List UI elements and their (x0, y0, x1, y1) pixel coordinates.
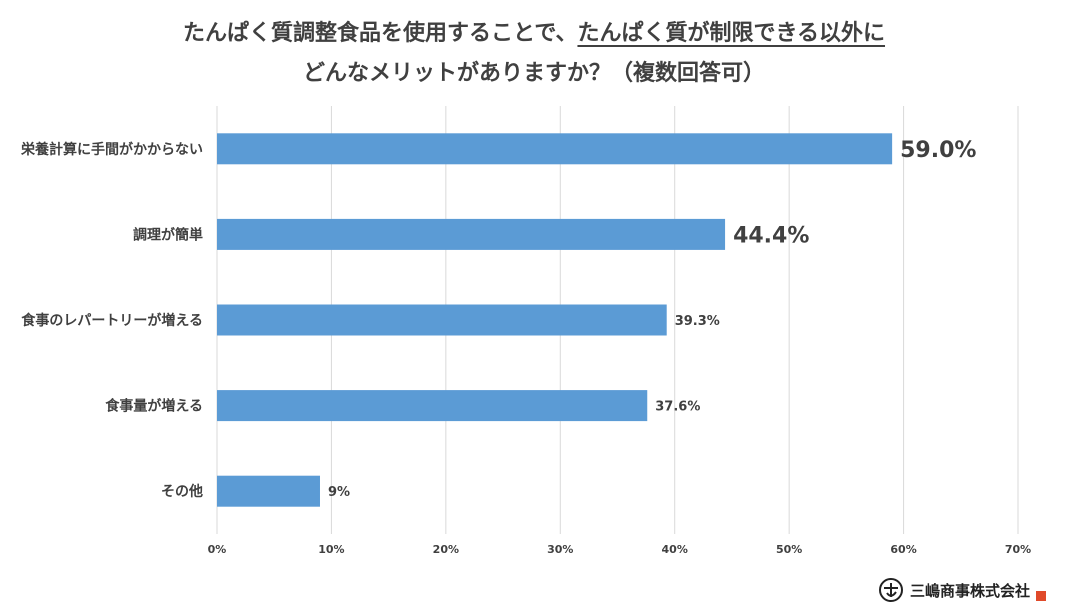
x-tick-label-4: 40% (662, 543, 688, 556)
value-label-1: 44.4% (733, 223, 809, 248)
chart-title-part-2-underlined: たんぱく質が制限できる以外に (577, 21, 886, 46)
category-label-3: 食事量が増える (105, 398, 203, 415)
value-label-4: 9% (328, 485, 350, 500)
category-label-2: 食事のレパートリーが増える (21, 312, 203, 329)
brand-name: 三嶋商事株式会社 (909, 581, 1030, 600)
bar-4 (217, 475, 320, 507)
brand: 三嶋商事株式会社 (878, 577, 1046, 603)
value-label-3: 37.6% (655, 400, 700, 415)
x-tick-label-1: 10% (318, 543, 344, 556)
category-label-4: その他 (161, 483, 203, 500)
chart-title-part-1: たんぱく質調整食品を使用することで、 (182, 21, 578, 46)
bar-0 (217, 133, 893, 165)
mishima-logo-icon (878, 578, 903, 602)
x-tick-label-0: 0% (208, 543, 227, 556)
bar-1 (217, 218, 726, 250)
x-tick-label-6: 60% (890, 543, 916, 556)
chart-title-line-1: たんぱく質調整食品を使用することで、たんぱく質が制限できる以外に (0, 14, 1068, 54)
x-tick-label-7: 70% (1005, 543, 1031, 556)
value-label-2: 39.3% (675, 314, 720, 329)
category-label-0: 栄養計算に手間がかからない (20, 141, 203, 158)
chart-title-line-2: どんなメリットがありますか？（複数回答可） (302, 61, 765, 86)
x-tick-label-5: 50% (776, 543, 802, 556)
bar-2 (217, 304, 667, 336)
category-label-1: 調理が簡単 (133, 226, 203, 243)
bar-3 (217, 390, 648, 422)
seal-icon (1036, 591, 1046, 601)
x-tick-label-3: 30% (547, 543, 573, 556)
x-tick-label-2: 20% (433, 543, 459, 556)
value-label-0: 59.0% (900, 138, 976, 163)
chart-title: たんぱく質調整食品を使用することで、たんぱく質が制限できる以外に どんなメリット… (0, 14, 1068, 94)
